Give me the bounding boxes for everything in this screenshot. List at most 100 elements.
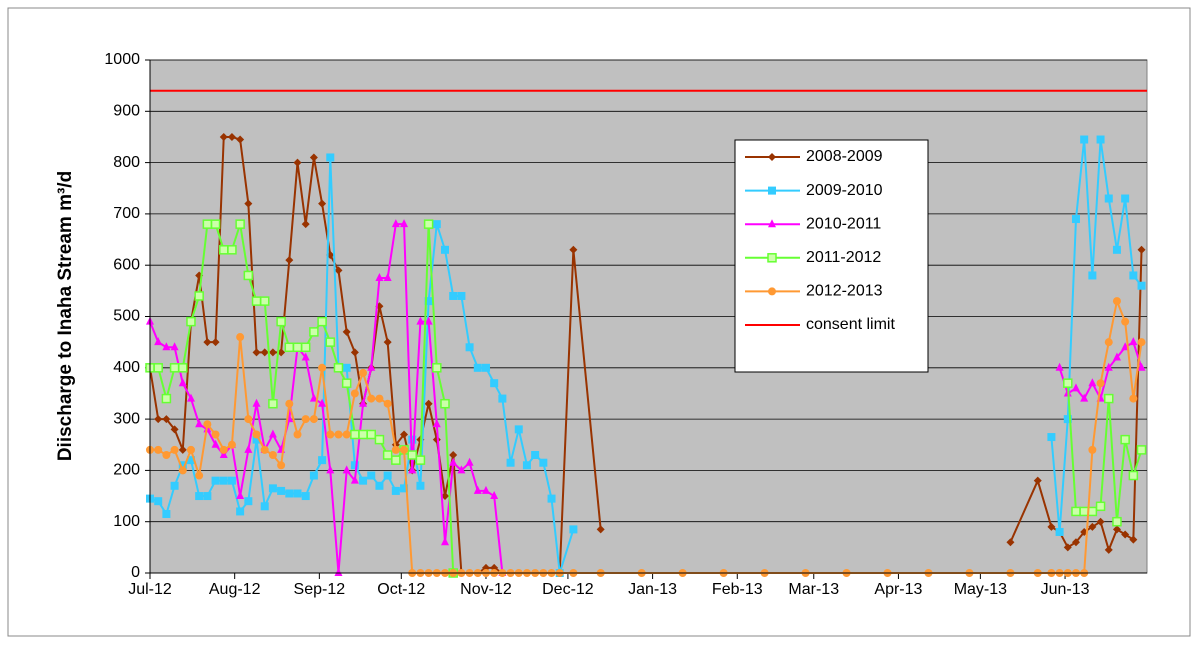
marker — [219, 132, 228, 141]
marker — [318, 199, 327, 208]
marker — [465, 343, 474, 352]
y-tick-label: 900 — [113, 103, 140, 120]
marker — [309, 415, 318, 424]
marker — [326, 430, 335, 439]
marker — [227, 132, 236, 141]
marker — [227, 440, 236, 449]
marker — [293, 489, 302, 498]
marker — [768, 287, 776, 296]
marker — [400, 445, 409, 454]
x-tick-label: Dec-12 — [542, 581, 594, 598]
marker — [432, 220, 441, 229]
y-tick-label: 200 — [113, 462, 140, 479]
marker — [243, 270, 254, 281]
marker — [1088, 522, 1097, 531]
marker — [449, 457, 458, 466]
marker — [301, 415, 310, 424]
x-tick-label: May-13 — [954, 581, 1007, 598]
marker — [236, 333, 245, 342]
marker — [383, 399, 392, 408]
marker — [768, 219, 776, 228]
marker — [195, 419, 204, 428]
marker — [178, 378, 187, 387]
legend-label: 2008-2009 — [806, 148, 883, 165]
marker — [1033, 476, 1042, 485]
marker — [1112, 297, 1121, 306]
marker — [457, 465, 466, 474]
marker — [449, 291, 458, 300]
marker — [569, 525, 578, 534]
marker — [1088, 445, 1097, 454]
x-tick-label: Aug-12 — [209, 581, 261, 598]
marker — [358, 429, 368, 440]
marker — [1137, 245, 1146, 254]
marker — [211, 439, 220, 448]
marker — [1088, 271, 1097, 280]
marker — [219, 450, 228, 459]
marker — [277, 461, 286, 470]
marker — [318, 363, 327, 372]
marker — [441, 537, 450, 546]
marker — [203, 420, 212, 429]
marker — [227, 476, 236, 485]
marker — [350, 429, 360, 440]
marker — [317, 316, 327, 327]
marker — [284, 342, 295, 353]
marker — [162, 342, 171, 351]
marker — [260, 502, 269, 511]
marker — [252, 435, 261, 444]
marker — [219, 445, 228, 454]
marker — [440, 398, 450, 409]
marker — [186, 393, 195, 402]
marker — [382, 450, 393, 460]
marker — [1006, 538, 1015, 547]
marker — [473, 485, 482, 494]
y-axis-label: Diischarge to Inaha Stream m³/d — [55, 171, 76, 461]
marker — [1071, 538, 1080, 547]
marker — [1071, 383, 1080, 392]
marker — [1088, 378, 1097, 387]
marker — [178, 466, 187, 475]
marker — [1129, 394, 1138, 403]
marker — [325, 337, 336, 347]
legend: 2008-2009 2009-2010 2010-2011 2011-2012 2012… — [734, 139, 929, 373]
marker — [1055, 362, 1064, 371]
marker — [1071, 506, 1081, 517]
marker — [424, 316, 433, 325]
x-tick-label: Jun-13 — [1041, 581, 1090, 598]
x-tick-label: Jul-12 — [128, 581, 172, 598]
marker — [531, 451, 540, 460]
marker — [309, 327, 319, 337]
marker — [285, 399, 294, 408]
marker — [161, 393, 172, 404]
marker — [1096, 379, 1105, 388]
marker — [569, 245, 578, 254]
y-tick-label: 400 — [113, 359, 140, 376]
marker — [1137, 338, 1146, 347]
marker — [498, 394, 507, 403]
marker — [1136, 445, 1147, 455]
marker — [1079, 506, 1089, 517]
marker — [251, 296, 262, 306]
marker — [1063, 543, 1072, 552]
marker — [326, 153, 335, 162]
marker — [359, 476, 368, 485]
marker — [292, 342, 303, 353]
marker — [1129, 271, 1138, 280]
marker — [375, 481, 384, 490]
marker — [1047, 522, 1056, 531]
marker — [1137, 281, 1146, 290]
marker — [252, 348, 261, 357]
marker — [1063, 415, 1072, 424]
x-tick-label: Jan-13 — [628, 581, 677, 598]
marker — [432, 419, 441, 428]
legend-label: 2010-2011 — [806, 215, 881, 232]
x-tick-label: Feb-13 — [712, 581, 763, 598]
marker — [211, 476, 220, 485]
y-tick-label: 100 — [113, 513, 140, 530]
marker — [514, 425, 523, 434]
marker — [1112, 352, 1121, 361]
marker — [333, 363, 344, 373]
marker — [416, 481, 425, 490]
marker — [1104, 194, 1113, 203]
